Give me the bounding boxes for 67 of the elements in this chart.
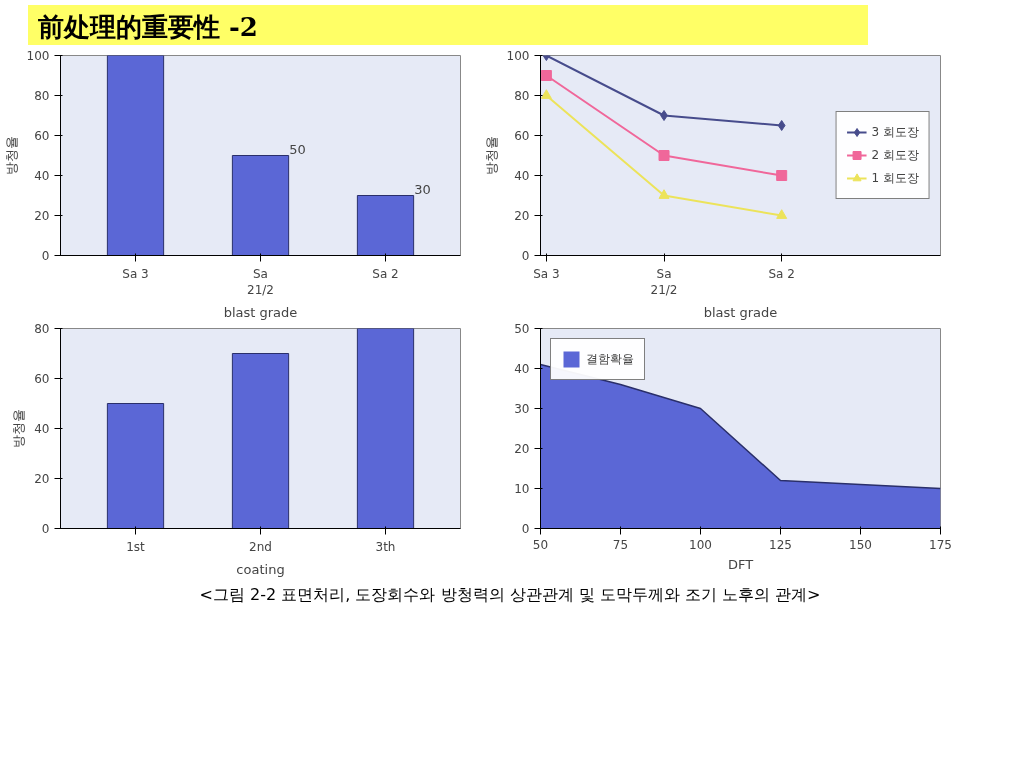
- y-tick-label: 80: [514, 89, 530, 103]
- y-tick-label: 40: [514, 362, 530, 376]
- y-tick-label: 80: [34, 322, 50, 336]
- bar: [106, 55, 165, 256]
- x-tick-label: 1st: [126, 539, 146, 554]
- y-tick-label: 60: [34, 372, 50, 386]
- x-tick-label: 50: [532, 537, 549, 552]
- point: [540, 70, 552, 81]
- point: [777, 120, 786, 131]
- y-tick-label: 50: [514, 322, 530, 336]
- y-tick-label: 40: [34, 422, 50, 436]
- bar: [356, 195, 415, 256]
- legend-label: 결함확율: [586, 350, 634, 368]
- y-tick-label: 20: [34, 209, 50, 223]
- y-tick-label: 60: [514, 129, 530, 143]
- y-tick-label: 0: [521, 522, 530, 536]
- y-tick-label: 80: [34, 89, 50, 103]
- point: [660, 110, 668, 121]
- y-tick-label: 100: [506, 49, 530, 63]
- x-tick-label: Sa 3: [533, 266, 560, 281]
- y-tick-label: 20: [514, 209, 530, 223]
- y-tick-label: 20: [34, 472, 50, 486]
- data-label: 50: [289, 141, 306, 157]
- point: [776, 209, 788, 219]
- x-tick-label: 100: [689, 537, 712, 552]
- y-axis-title: 방청율: [483, 136, 499, 175]
- bar: [356, 328, 415, 529]
- x-tick-label: 150: [849, 537, 872, 552]
- x-axis-title: coating: [236, 561, 285, 577]
- x-axis-title: blast grade: [223, 305, 298, 321]
- legend-label: 1 회도장: [871, 169, 919, 187]
- bar: [106, 403, 165, 529]
- x-tick-label: 75: [612, 537, 629, 552]
- x-tick-label: 125: [769, 537, 792, 552]
- point: [540, 89, 552, 99]
- x-tick-label: 175: [929, 537, 952, 552]
- x-tick-label: 3th: [375, 539, 396, 554]
- x-axis-title: DFT: [727, 556, 754, 572]
- y-tick-label: 0: [41, 249, 50, 263]
- y-tick-label: 40: [34, 169, 50, 183]
- data-label: 30: [414, 181, 431, 197]
- x-tick-label: Sa 2: [768, 266, 795, 281]
- x-tick-label: Sa 3: [122, 266, 149, 281]
- y-tick-label: 0: [41, 522, 50, 536]
- y-tick-label: 100: [26, 49, 50, 63]
- y-tick-label: 20: [514, 442, 530, 456]
- y-tick-label: 40: [514, 169, 530, 183]
- x-tick-label: 2nd: [249, 539, 272, 554]
- point: [776, 170, 788, 181]
- legend-label: 2 회도장: [871, 146, 919, 164]
- bar: [231, 353, 290, 529]
- y-tick-label: 0: [521, 249, 530, 263]
- y-tick-label: 30: [514, 402, 530, 416]
- chart-title: 前处理的重要性 -2: [38, 11, 258, 44]
- x-tick-label: Sa 2: [372, 266, 399, 281]
- y-axis-title: 방청율: [11, 409, 27, 448]
- x-axis-title: blast grade: [703, 305, 778, 321]
- legend-label: 3 회도장: [871, 123, 919, 141]
- x-tick-label: Sa 21/2: [247, 266, 274, 298]
- y-axis-title: 방청율: [3, 136, 19, 175]
- y-tick-label: 10: [514, 482, 530, 496]
- point: [658, 150, 670, 161]
- y-tick-label: 60: [34, 129, 50, 143]
- bar: [231, 155, 290, 256]
- text: <그림 2-2 표면처리, 도장회수와 방청력의 상관관계 및 도막두께와 조기 노후의 관계>: [199, 584, 821, 606]
- point: [658, 189, 670, 199]
- x-tick-label: Sa 21/2: [650, 266, 678, 298]
